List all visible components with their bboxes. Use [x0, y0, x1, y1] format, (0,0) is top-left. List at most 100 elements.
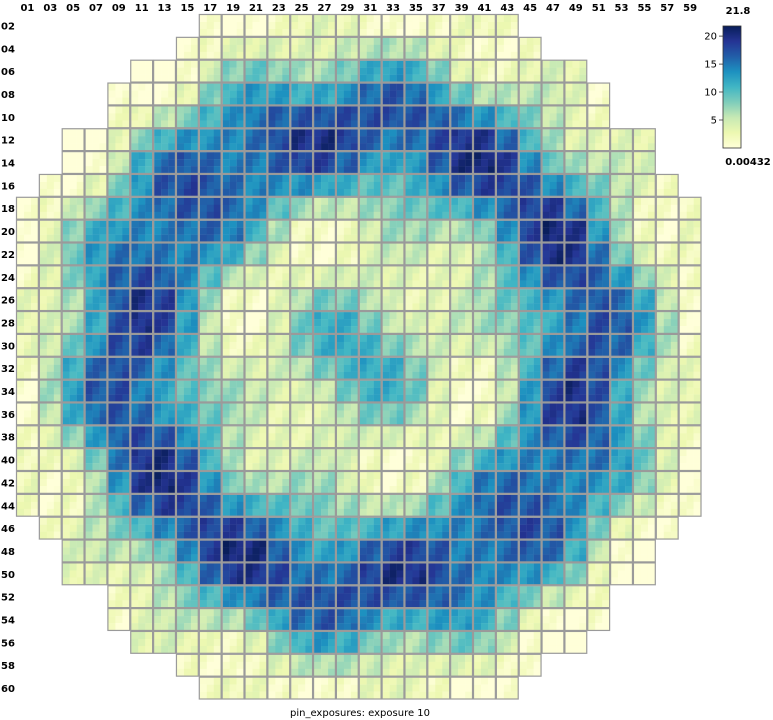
cell-subpixel [321, 129, 329, 137]
cell-subpixel [168, 106, 176, 114]
cell-subpixel [336, 136, 345, 144]
cell-subpixel [213, 280, 221, 288]
cell-subpixel [275, 74, 283, 82]
cell-subpixel [17, 266, 25, 274]
heatmap-cell [472, 288, 496, 312]
cell-subpixel [314, 273, 322, 281]
heatmap-cell [244, 219, 268, 243]
cell-subpixel [549, 380, 557, 388]
cell-subpixel [31, 380, 39, 388]
cell-subpixel [199, 188, 207, 197]
cell-subpixel [579, 106, 587, 114]
cell-subpixel [405, 250, 413, 258]
cell-subpixel [588, 166, 596, 174]
cell-subpixel [115, 341, 123, 350]
cell-subpixel [222, 166, 230, 174]
cell-subpixel [572, 334, 580, 343]
heatmap-cell [564, 128, 588, 152]
cell-subpixel [595, 280, 603, 288]
cell-subpixel [428, 174, 436, 183]
cell-subpixel [99, 280, 107, 288]
cell-subpixel [252, 113, 260, 121]
heatmap-cell [358, 379, 382, 403]
cell-subpixel [343, 106, 352, 114]
cell-border [427, 105, 451, 129]
heatmap-cell [267, 310, 291, 334]
cell-subpixel [176, 341, 185, 350]
cell-subpixel [108, 159, 116, 167]
cell-subpixel [549, 204, 557, 212]
cell-border [427, 82, 451, 106]
cell-subpixel [305, 174, 313, 183]
cell-subpixel [519, 197, 527, 205]
cell-subpixel [108, 90, 116, 98]
cell-subpixel [647, 159, 656, 167]
cell-subpixel [647, 387, 656, 395]
cell-subpixel [305, 129, 313, 137]
cell-subpixel [62, 243, 70, 251]
cell-border [153, 173, 177, 197]
heatmap-cell [404, 265, 428, 289]
heatmap-cell [609, 242, 634, 266]
cell-subpixel [503, 357, 512, 365]
cell-subpixel [526, 341, 534, 350]
cell-subpixel [76, 188, 84, 197]
cell-subpixel [366, 37, 374, 46]
cell-subpixel [579, 234, 587, 242]
cell-subpixel [176, 44, 185, 53]
cell-subpixel [373, 257, 381, 265]
cell-subpixel [663, 296, 671, 304]
heatmap-cell [655, 379, 679, 403]
heatmap-cell [312, 310, 336, 334]
cell-border [244, 173, 268, 197]
cell-subpixel [496, 312, 505, 320]
cell-subpixel [176, 74, 185, 82]
cell-subpixel [115, 364, 123, 372]
cell-subpixel [458, 296, 466, 304]
cell-subpixel [465, 211, 473, 219]
cell-subpixel [396, 83, 404, 91]
heatmap-cell [312, 105, 336, 129]
cell-subpixel [542, 243, 550, 251]
cell-subpixel [314, 44, 322, 53]
cell-subpixel [236, 296, 244, 304]
cell-subpixel [69, 289, 77, 297]
cell-subpixel [693, 334, 701, 343]
cell-border [427, 219, 451, 243]
cell-subpixel [321, 280, 329, 288]
cell-subpixel [663, 371, 671, 379]
cell-subpixel [656, 257, 664, 265]
cell-subpixel [321, 371, 329, 379]
cell-subpixel [268, 289, 276, 297]
cell-subpixel [213, 67, 221, 75]
cell-border [335, 196, 359, 220]
cell-subpixel [428, 181, 436, 190]
cell-subpixel [115, 234, 123, 242]
cell-border [495, 242, 519, 266]
cell-subpixel [565, 296, 573, 304]
cell-subpixel [168, 303, 176, 311]
cell-subpixel [115, 106, 123, 114]
cell-subpixel [435, 266, 443, 274]
cell-subpixel [656, 250, 664, 258]
cell-subpixel [161, 296, 169, 304]
cell-subpixel [115, 159, 123, 167]
cell-subpixel [488, 44, 496, 53]
cell-subpixel [474, 220, 482, 228]
cell-subpixel [496, 204, 505, 212]
cell-subpixel [373, 37, 381, 46]
cell-border [358, 356, 382, 380]
cell-border [472, 219, 496, 243]
cell-subpixel [556, 334, 564, 343]
cell-subpixel [328, 83, 336, 91]
cell-subpixel [305, 380, 313, 388]
cell-subpixel [53, 319, 62, 327]
cell-subpixel [291, 257, 299, 265]
cell-subpixel [76, 334, 84, 343]
cell-subpixel [556, 257, 564, 265]
cell-subpixel [595, 257, 603, 265]
cell-subpixel [336, 348, 345, 357]
cell-subpixel [282, 394, 290, 402]
cell-subpixel [336, 364, 345, 372]
cell-subpixel [206, 303, 214, 311]
